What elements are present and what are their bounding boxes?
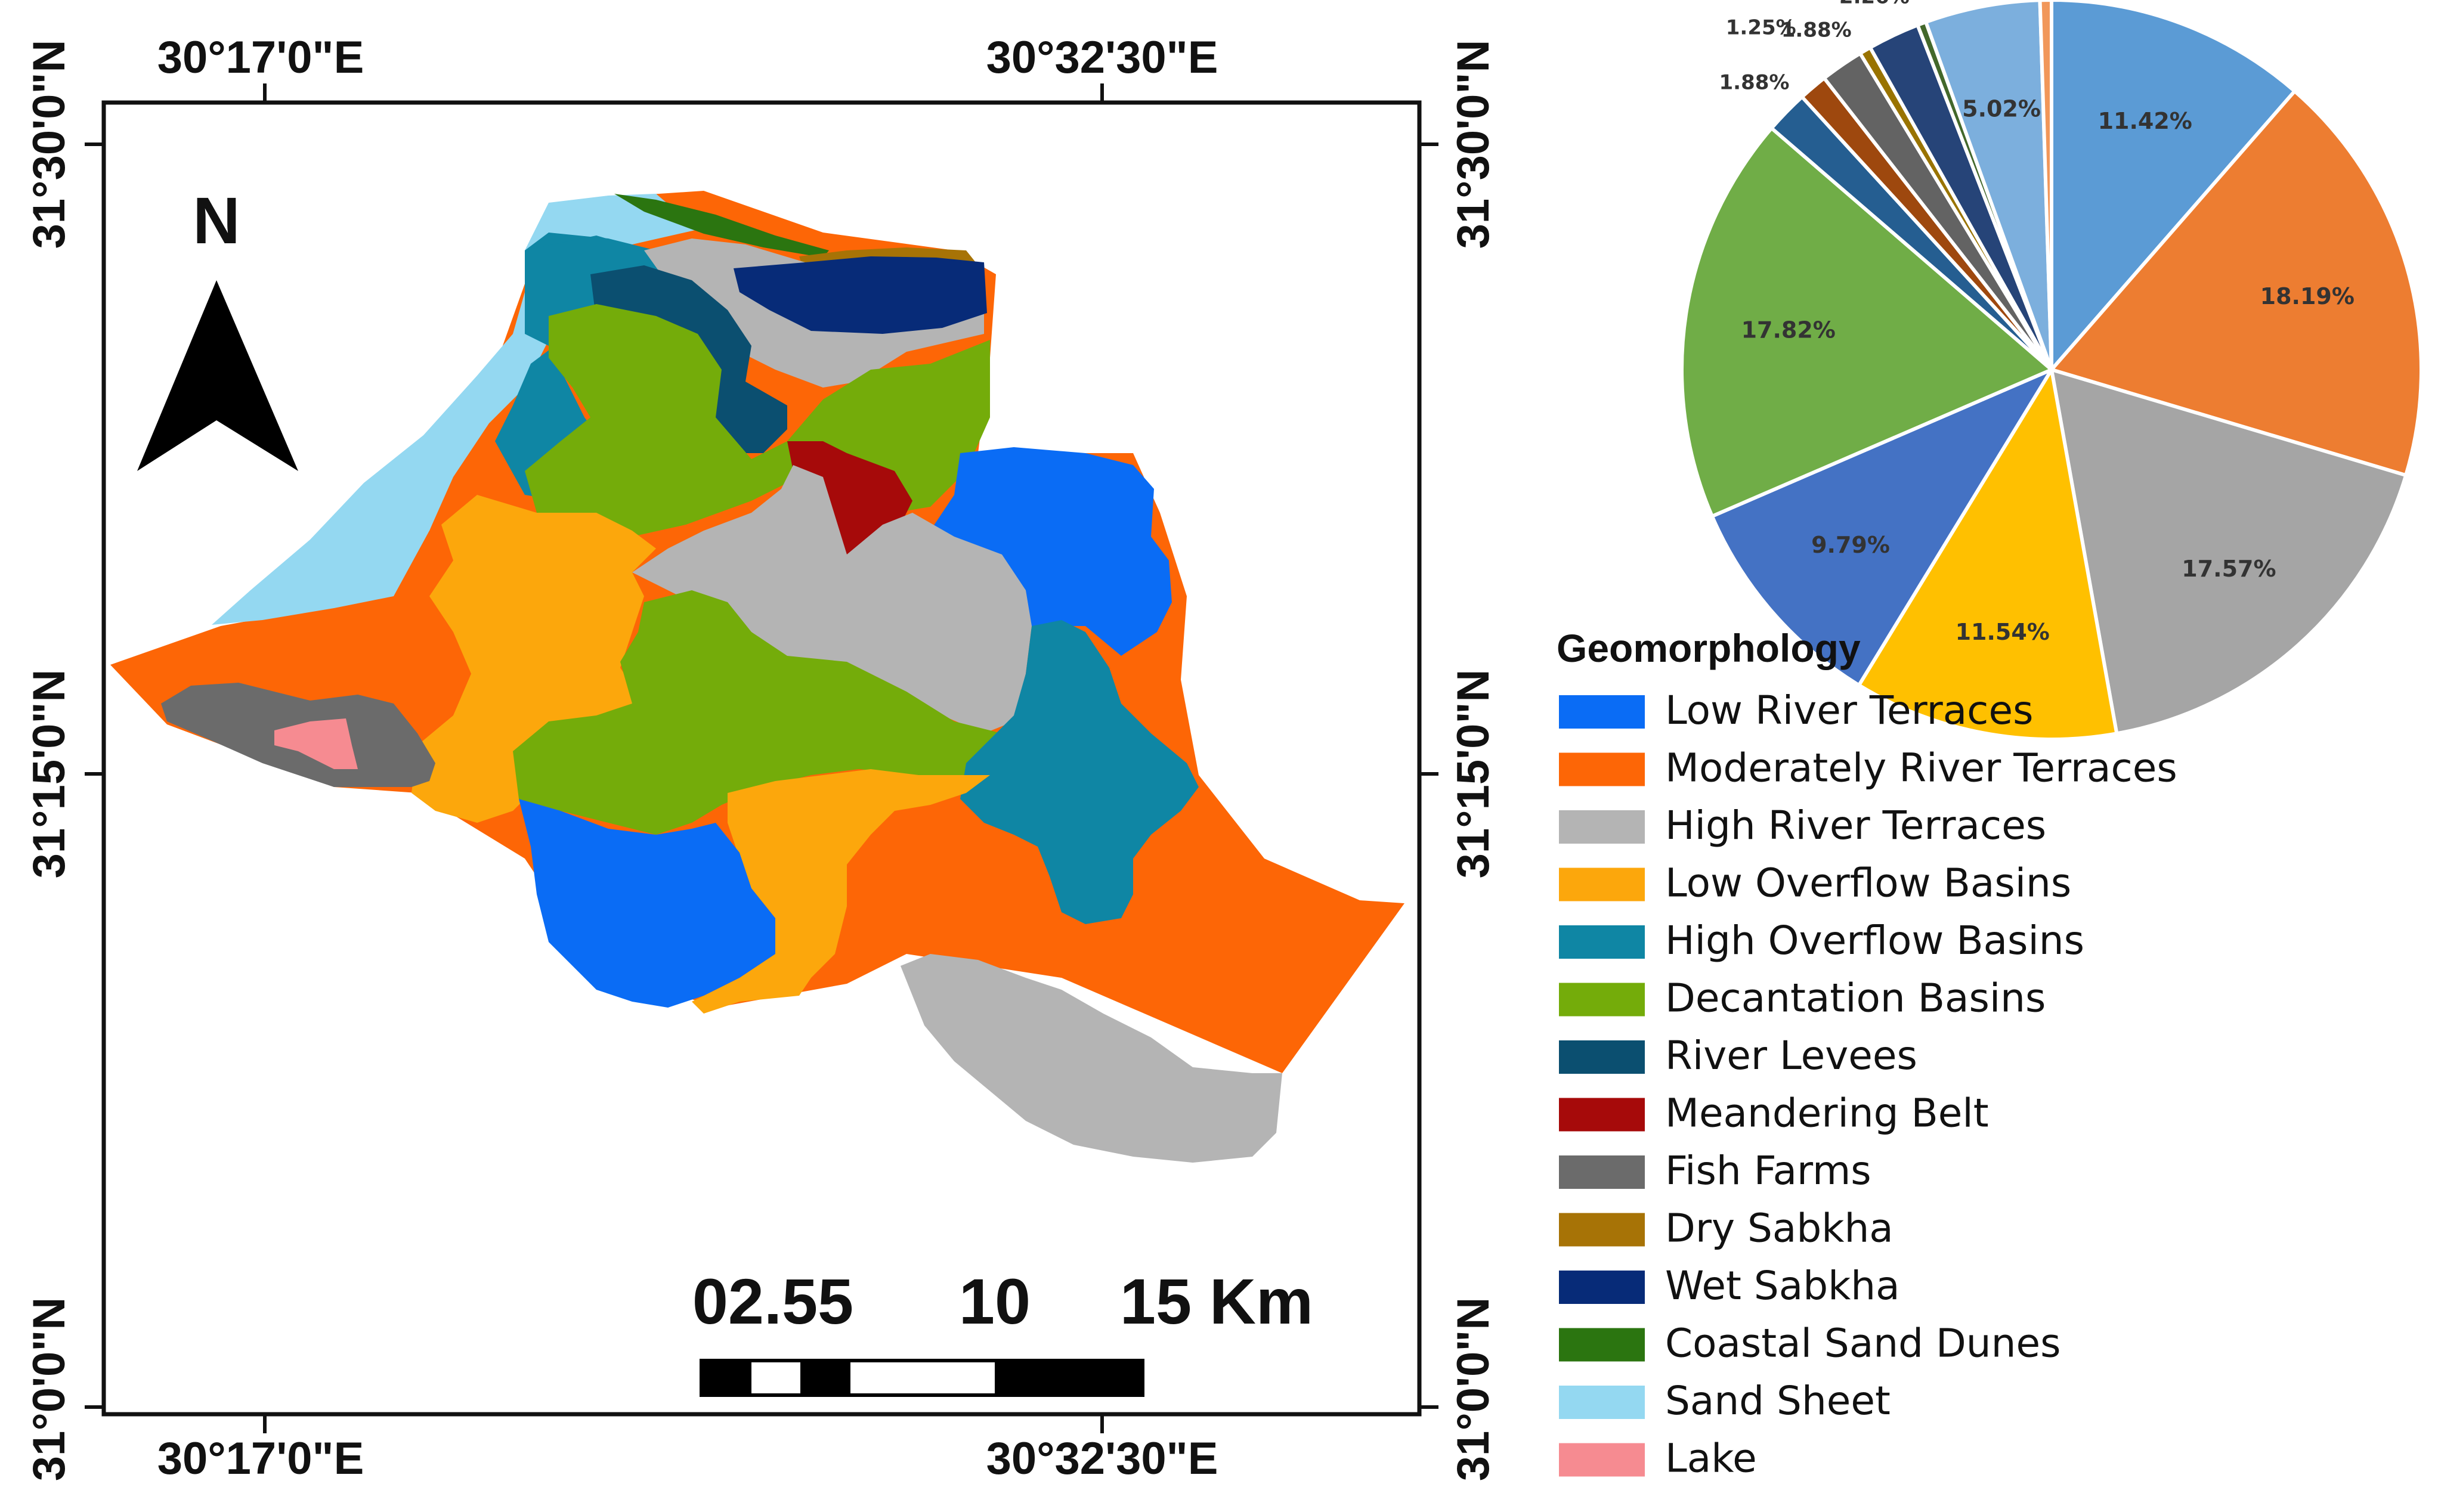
legend-label: Wet Sabkha <box>1665 1263 1900 1309</box>
region-high-overflow-basins-east <box>960 620 1199 924</box>
lat-label-left-mid: 31°15'0"N <box>24 670 75 879</box>
pie-data-label: 17.82% <box>1741 317 1836 343</box>
north-arrow-icon <box>137 280 298 471</box>
legend-swatch <box>1559 752 1645 786</box>
lon-label-top-left: 30°17'0"E <box>157 32 364 83</box>
pie-data-label: 17.57% <box>2182 556 2276 582</box>
legend-label: Lake <box>1665 1436 1757 1482</box>
pie-labels: 11.42% 18.19% 17.57% 11.54% 9.79% 17.82% 1.88%… <box>1719 0 2355 645</box>
pie-data-label: 9.79% <box>1811 532 1890 558</box>
legend-swatch <box>1559 1386 1645 1419</box>
geomorphology-map <box>110 191 1404 1163</box>
legend-swatch <box>1559 867 1645 901</box>
legend-swatch <box>1559 810 1645 844</box>
region-sand-sheet <box>212 194 698 625</box>
pie-data-label: 1.88% <box>1719 71 1790 95</box>
legend-label: Coastal Sand Dunes <box>1665 1321 2060 1367</box>
pie-slice <box>2048 88 2423 478</box>
north-arrow: N <box>137 184 298 471</box>
lon-label-bottom-right: 30°32'30"E <box>986 1433 1218 1484</box>
legend-label: Dry Sabkha <box>1665 1206 1894 1251</box>
pie-slice <box>2050 0 2297 375</box>
legend-swatch <box>1559 925 1645 959</box>
legend-swatch <box>1559 1443 1645 1477</box>
pie-data-label: 11.42% <box>2098 108 2192 134</box>
legend-label: Low River Terraces <box>1665 687 2033 733</box>
pie-slice <box>2038 0 2053 370</box>
pie-slice <box>1923 0 2053 371</box>
legend-swatch <box>1559 1040 1645 1074</box>
pie-slice <box>1680 125 2055 519</box>
legend-label: Sand Sheet <box>1665 1378 1891 1424</box>
region-river-levees <box>590 265 787 453</box>
region-low-river-terraces-east <box>930 447 1172 656</box>
lat-label-left-bottom: 31°0'0"N <box>24 1297 75 1481</box>
pie-data-label: 11.54% <box>1956 619 2050 645</box>
graticule-ticks <box>85 83 1438 1433</box>
legend-items: Low River Terraces Moderately River Terra… <box>1559 687 2177 1482</box>
pie-data-label: 18.19% <box>2260 283 2355 309</box>
lon-label-bottom-left: 30°17'0"E <box>157 1433 364 1484</box>
region-lake <box>274 718 358 769</box>
scale-label-15-km: 15 Km <box>1120 1265 1313 1337</box>
legend-swatch <box>1559 695 1645 729</box>
pie-slice <box>1709 365 2056 688</box>
legend-swatch <box>1559 1328 1645 1362</box>
pie-data-label: 2.26% <box>1839 0 1910 9</box>
legend-swatch <box>1559 1271 1645 1304</box>
legend-swatch <box>1559 1155 1645 1189</box>
region-high-river-terraces-south <box>901 954 1282 1163</box>
area-share-pie-chart <box>1680 0 2423 741</box>
legend-label: Low Overflow Basins <box>1665 860 2071 906</box>
north-arrow-label: N <box>193 184 240 258</box>
legend-title: Geomorphology <box>1557 626 1861 670</box>
legend: Geomorphology Low River Terraces Moderate… <box>1557 626 2177 1482</box>
lon-label-top-right: 30°32'30"E <box>986 32 1218 83</box>
lat-label-right-top: 31°30'0"N <box>1448 40 1499 249</box>
pie-data-label: 1.88% <box>1781 18 1852 42</box>
pie-data-label: 1.25% <box>1726 16 1796 39</box>
region-decantation-basins-central <box>513 590 1014 835</box>
legend-label: Moderately River Terraces <box>1665 745 2177 791</box>
lat-label-right-mid: 31°15'0"N <box>1448 670 1499 879</box>
scale-label-10: 10 <box>959 1265 1031 1337</box>
region-wet-sabkha <box>734 256 987 334</box>
pie-slice <box>2049 367 2408 736</box>
legend-label: High Overflow Basins <box>1665 918 2084 963</box>
lat-label-left-top: 31°30'0"N <box>24 40 75 249</box>
scale-bar: 02.55 10 15 Km <box>692 1265 1313 1397</box>
pie-slice <box>1856 364 2119 741</box>
region-low-river-terraces-southwest <box>519 799 775 1008</box>
region-coastal-sand-dunes <box>614 194 829 258</box>
legend-swatch <box>1559 1098 1645 1132</box>
legend-label: Fish Farms <box>1665 1148 1871 1194</box>
pie-data-label: 5.02% <box>1962 96 2041 122</box>
legend-label: River Levees <box>1665 1033 1917 1079</box>
region-high-river-terraces-central <box>632 465 1032 733</box>
lat-label-right-bottom: 31°0'0"N <box>1448 1297 1499 1481</box>
legend-swatch <box>1559 1213 1645 1247</box>
region-low-overflow-basins-south <box>692 769 990 1014</box>
legend-label: Meandering Belt <box>1665 1090 1989 1136</box>
legend-swatch <box>1559 983 1645 1017</box>
legend-label: High River Terraces <box>1665 803 2046 848</box>
legend-label: Decantation Basins <box>1665 975 2046 1021</box>
scale-label-0-2.5-5: 02.55 <box>692 1265 853 1337</box>
